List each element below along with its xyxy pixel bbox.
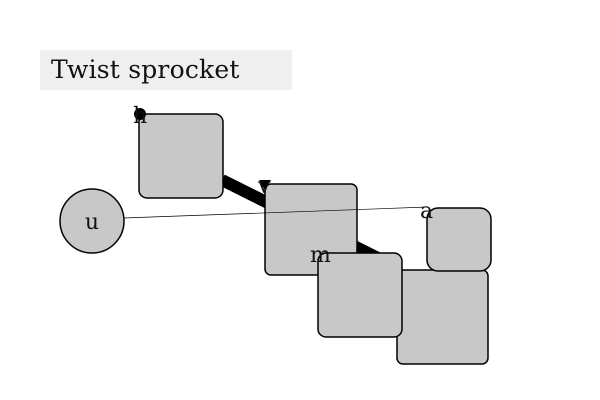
- node-v-label: v: [257, 174, 271, 199]
- node-large-box[interactable]: [396, 269, 489, 365]
- node-a-label: a: [420, 199, 433, 224]
- node-u-label: u: [85, 210, 99, 235]
- node-m-label: m: [310, 243, 331, 268]
- node-m-box[interactable]: [317, 252, 403, 338]
- node-a-box[interactable]: [426, 207, 492, 272]
- node-u-circle[interactable]: [59, 188, 125, 254]
- node-h-label: h: [133, 104, 147, 129]
- node-h-marker: [134, 108, 146, 120]
- node-v-marker: [259, 180, 271, 190]
- edge-u-a: [123, 206, 429, 219]
- diagram-title: Twist sprocket: [40, 50, 292, 90]
- node-h-box[interactable]: [138, 113, 224, 199]
